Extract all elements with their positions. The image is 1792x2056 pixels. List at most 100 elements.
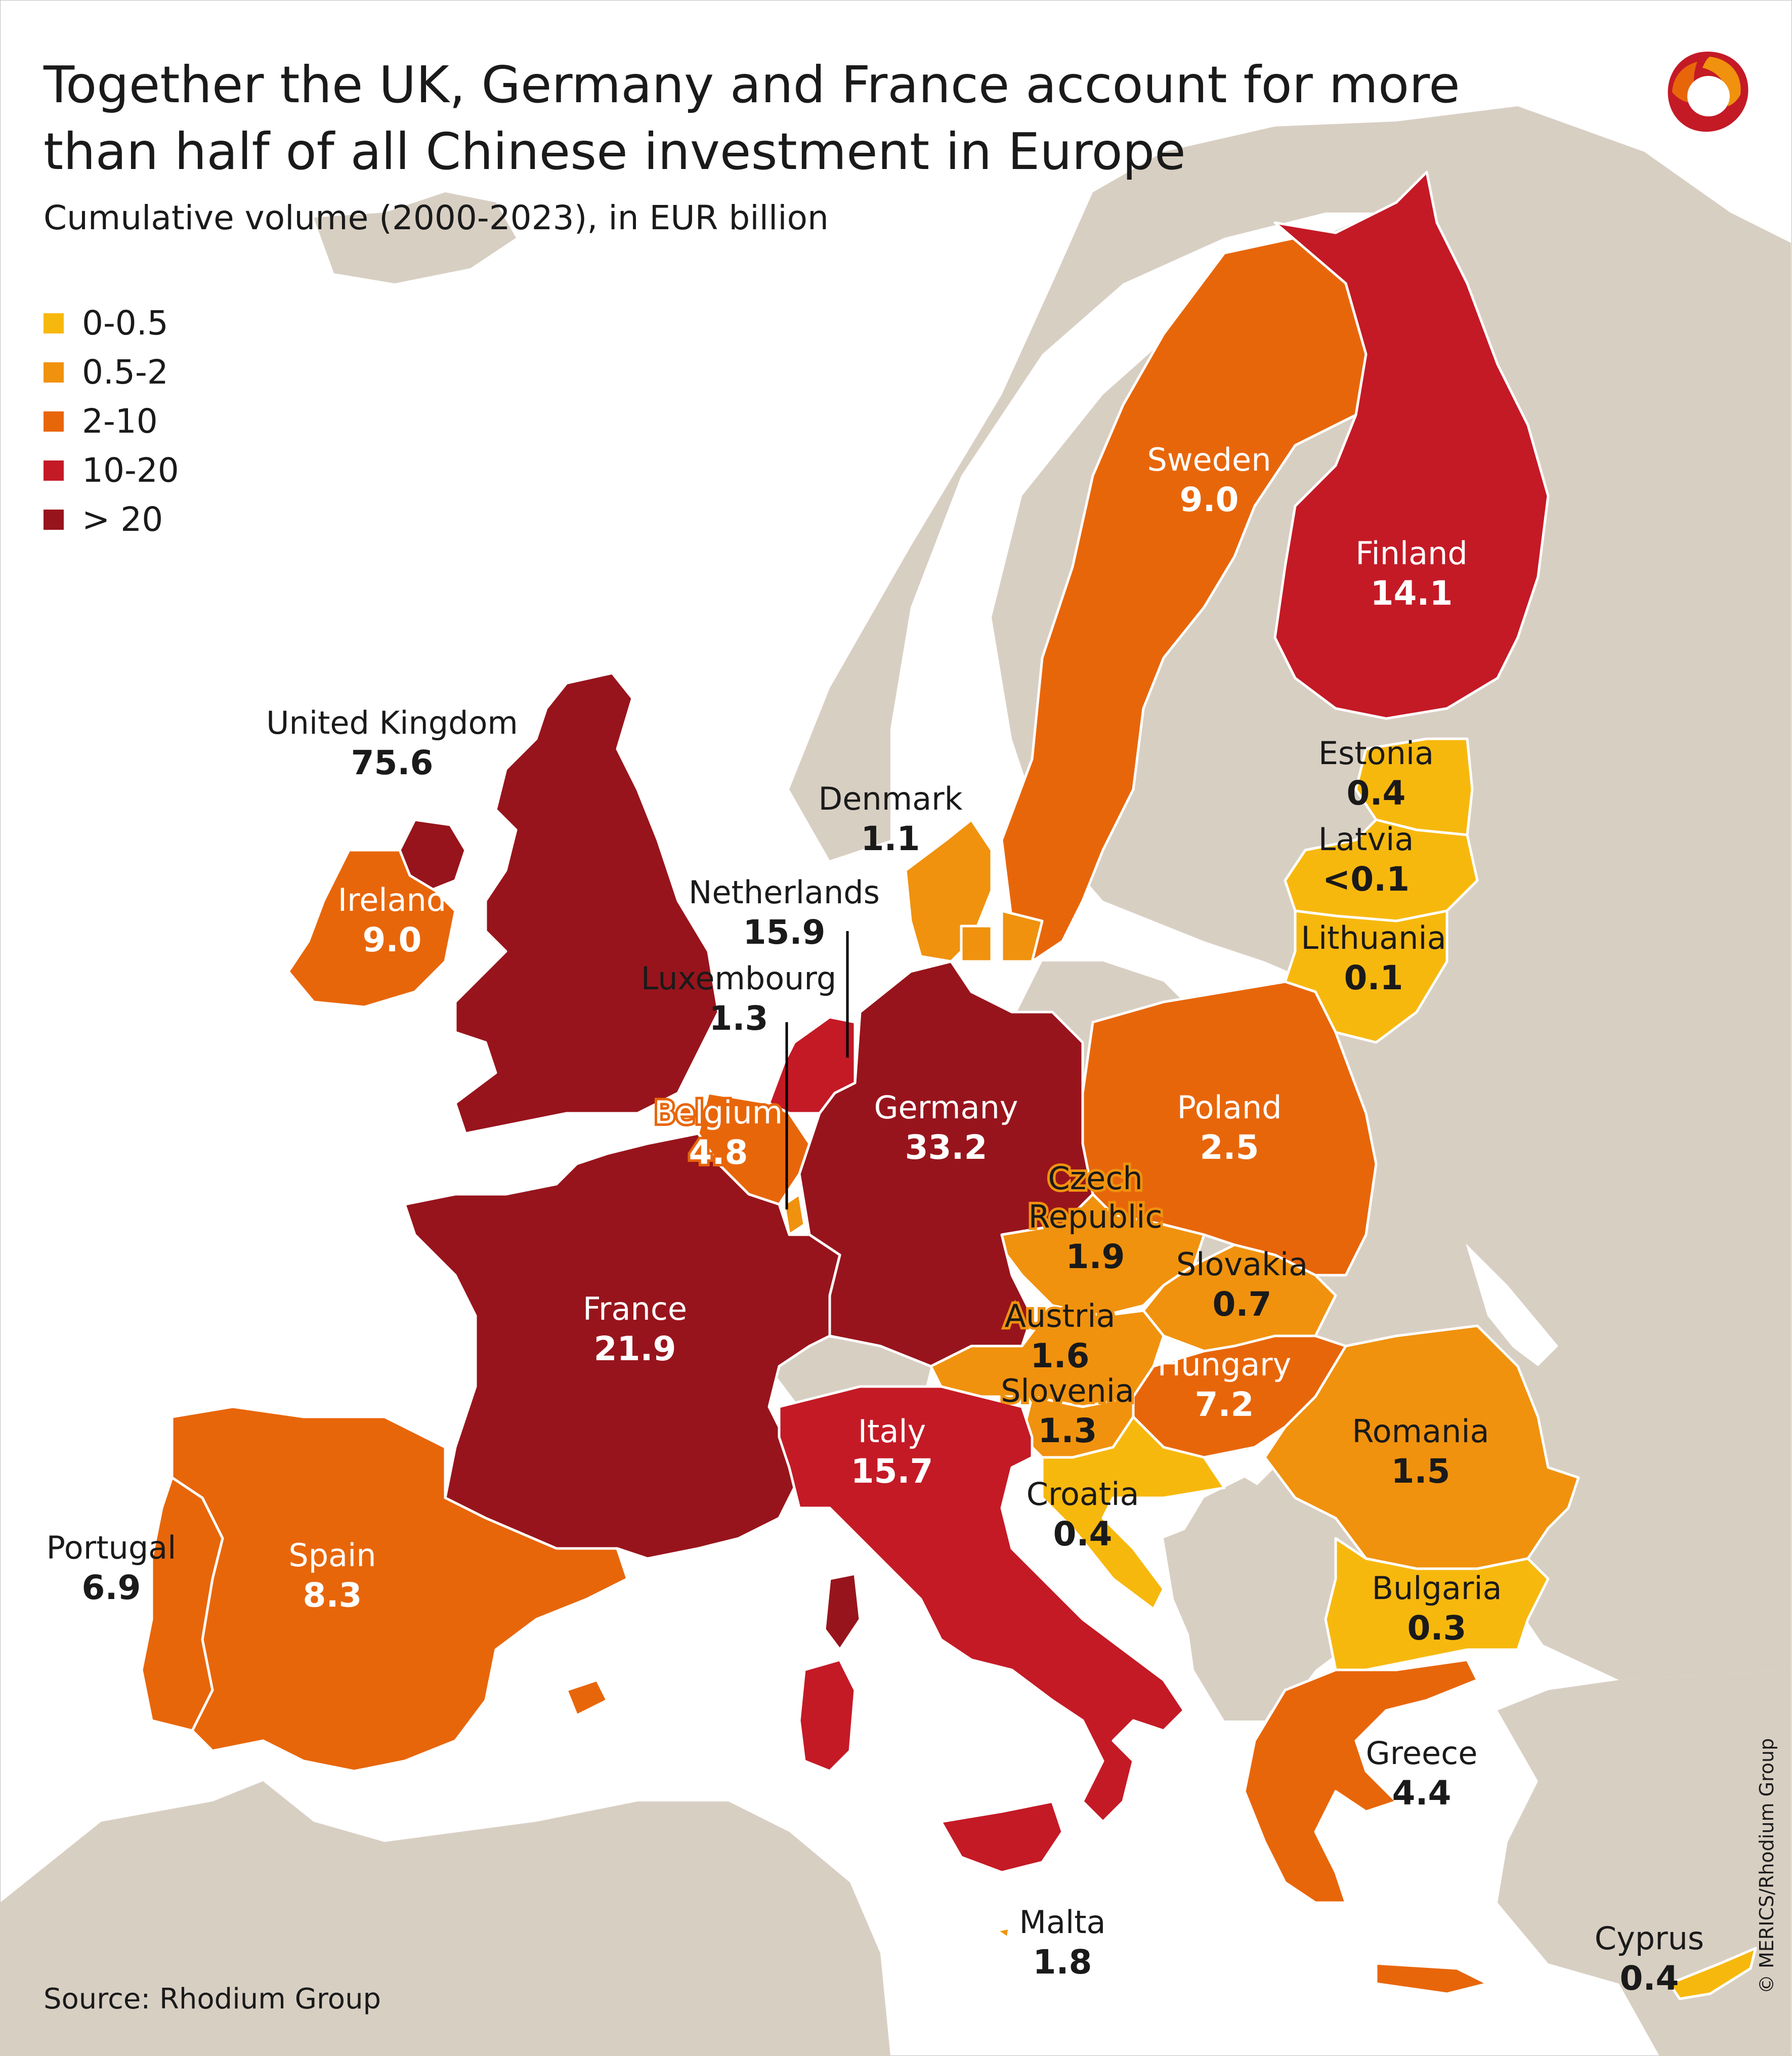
finland-shape[interactable]	[1273, 171, 1550, 720]
balearic-shape[interactable]	[565, 1679, 609, 1717]
country-name: Luxembourg	[641, 960, 836, 997]
crete-shape[interactable]	[1375, 1962, 1489, 1995]
country-value: <0.1	[1322, 860, 1410, 899]
legend-swatch	[44, 460, 64, 481]
country-value: 8.3	[303, 1576, 362, 1615]
country-value: 4.8	[689, 1133, 748, 1172]
country-name: Austria	[1004, 1297, 1115, 1334]
country-value: 4.4	[1392, 1774, 1452, 1813]
country-name: Belgium	[654, 1094, 783, 1131]
africa-landmass	[0, 1781, 890, 2056]
country-value: 1.1	[861, 819, 920, 858]
balkans-landmass	[1174, 1478, 1326, 1721]
legend-item-over-20: > 20	[44, 495, 179, 544]
greece-shape[interactable]	[1243, 1658, 1479, 1904]
label-latvia: Latvia<0.1	[1318, 821, 1414, 899]
sardinia-shape[interactable]	[798, 1658, 857, 1773]
merics-logo-icon	[1668, 52, 1748, 132]
country-name: Netherlands	[689, 874, 880, 911]
country-name: Lithuania	[1301, 919, 1446, 956]
country-name: Hungary	[1158, 1346, 1292, 1383]
legend-label: > 20	[82, 500, 163, 539]
country-name: Latvia	[1318, 821, 1414, 858]
legend-swatch	[44, 509, 64, 530]
country-name: Portugal	[47, 1529, 177, 1566]
country-labels: United Kingdom75.6Ireland9.0Sweden9.0Fin…	[47, 441, 1704, 1998]
country-value: 15.9	[743, 913, 826, 952]
country-name: Slovenia	[1001, 1372, 1134, 1409]
corsica-shape[interactable]	[823, 1572, 862, 1651]
luxembourg-shape[interactable]	[783, 1193, 806, 1236]
bulgaria-shape[interactable]	[1324, 1537, 1550, 1671]
denmark-island-1[interactable]	[960, 925, 993, 963]
country-value: 1.5	[1391, 1452, 1450, 1491]
malta-shape[interactable]	[995, 1926, 1011, 1940]
country-value: 0.7	[1213, 1285, 1272, 1324]
country-name: Spain	[288, 1537, 376, 1574]
country-value: 1.3	[709, 999, 769, 1038]
legend-swatch	[44, 313, 64, 333]
denmark-island-2[interactable]	[1000, 909, 1044, 963]
country-name: Croatia	[1027, 1476, 1139, 1513]
country-name: Ireland	[338, 882, 446, 918]
country-name: Italy	[858, 1413, 926, 1450]
country-value: 21.9	[594, 1329, 676, 1368]
italy-shape[interactable]	[778, 1385, 1185, 1823]
country-value: 14.1	[1371, 574, 1453, 613]
iceland-landmass	[314, 192, 516, 283]
legend-swatch	[44, 411, 64, 432]
page-title: Together the UK, Germany and France acco…	[44, 55, 1460, 181]
country-name: Czech	[1048, 1160, 1142, 1197]
sicily-shape[interactable]	[940, 1800, 1064, 1874]
austria-shape[interactable]	[929, 1304, 1165, 1408]
portugal-shape[interactable]	[140, 1476, 224, 1732]
ireland-shape[interactable]	[287, 849, 457, 1009]
country-value: 1.6	[1031, 1336, 1090, 1375]
cyprus-shape[interactable]	[1668, 1947, 1757, 2000]
legend-label: 10-20	[82, 451, 179, 490]
legend: 0-0.5 0.5-2 2-10 10-20 > 20	[44, 299, 179, 544]
country-name: Germany	[874, 1089, 1018, 1126]
country-value: 6.9	[82, 1568, 141, 1607]
country-value: 1.3	[1038, 1411, 1097, 1450]
country-name: Romania	[1352, 1413, 1489, 1450]
country-value: 1.8	[1033, 1943, 1092, 1982]
country-value: 2.5	[1200, 1128, 1259, 1167]
country-value: 1.9	[1066, 1237, 1125, 1276]
country-name: Greece	[1366, 1735, 1478, 1772]
legend-item-0-0.5: 0-0.5	[44, 299, 179, 348]
croatia-shape[interactable]	[1041, 1415, 1226, 1611]
country-value: 9.0	[1180, 480, 1239, 519]
legend-item-10-20: 10-20	[44, 446, 179, 495]
legend-item-2-10: 2-10	[44, 397, 179, 446]
united-kingdom-shape[interactable]	[454, 672, 720, 1135]
legend-label: 2-10	[82, 402, 158, 441]
legend-label: 0-0.5	[82, 304, 168, 343]
country-name: Cyprus	[1595, 1920, 1704, 1957]
country-value: 75.6	[351, 743, 434, 782]
france-shape[interactable]	[403, 1132, 841, 1560]
legend-swatch	[44, 362, 64, 383]
latvia-shape[interactable]	[1284, 818, 1479, 922]
